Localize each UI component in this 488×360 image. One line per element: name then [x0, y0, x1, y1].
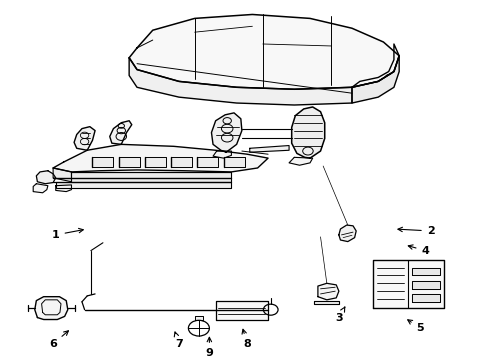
Polygon shape	[411, 281, 439, 289]
Polygon shape	[33, 184, 48, 193]
Text: 7: 7	[174, 332, 183, 349]
Polygon shape	[317, 283, 338, 300]
Polygon shape	[144, 157, 165, 167]
Polygon shape	[249, 145, 288, 152]
Text: 6: 6	[49, 331, 68, 349]
Polygon shape	[56, 185, 71, 192]
Polygon shape	[35, 297, 68, 320]
Polygon shape	[338, 225, 355, 242]
Text: 3: 3	[334, 307, 344, 323]
Polygon shape	[92, 157, 113, 167]
Text: 9: 9	[205, 337, 213, 358]
Polygon shape	[211, 113, 242, 152]
Polygon shape	[288, 157, 312, 165]
Polygon shape	[223, 157, 244, 167]
Text: 2: 2	[397, 226, 434, 236]
Polygon shape	[372, 260, 443, 309]
Text: 5: 5	[407, 320, 423, 333]
Text: 1: 1	[52, 228, 83, 240]
Polygon shape	[71, 172, 231, 182]
Polygon shape	[215, 301, 267, 320]
Text: 8: 8	[242, 329, 250, 349]
Polygon shape	[119, 157, 140, 167]
Polygon shape	[314, 301, 338, 304]
Polygon shape	[53, 144, 267, 172]
Polygon shape	[213, 151, 231, 158]
Polygon shape	[109, 121, 131, 144]
Polygon shape	[411, 294, 439, 302]
Polygon shape	[171, 157, 192, 167]
Polygon shape	[74, 127, 95, 150]
Polygon shape	[351, 56, 398, 103]
Polygon shape	[411, 267, 439, 275]
Polygon shape	[194, 316, 203, 320]
Polygon shape	[56, 182, 231, 188]
Polygon shape	[36, 171, 56, 184]
Polygon shape	[197, 157, 218, 167]
Polygon shape	[129, 14, 398, 89]
Text: 4: 4	[407, 245, 428, 256]
Polygon shape	[129, 58, 351, 105]
Polygon shape	[53, 168, 71, 182]
Polygon shape	[291, 107, 324, 158]
